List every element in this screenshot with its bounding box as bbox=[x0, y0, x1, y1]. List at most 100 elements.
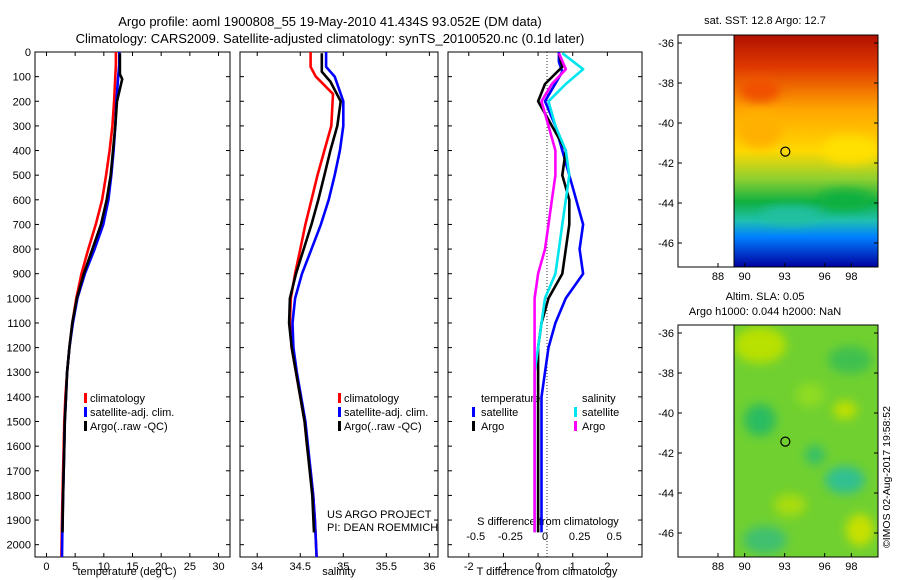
difference-xtick-label: 0 bbox=[535, 561, 541, 573]
depth-tick-label: 700 bbox=[13, 219, 31, 231]
sla-lon-tick-label: 90 bbox=[739, 561, 751, 573]
salinity-xtick-label: 36 bbox=[423, 561, 435, 573]
sla-lat-tick-label: -42 bbox=[658, 448, 674, 460]
temperature-xtick-label: 30 bbox=[212, 561, 224, 573]
sst-map-axes: 88 90 93 96 98 -36 -38 -40 -42 -44 -46 bbox=[658, 38, 878, 283]
header-line1: Argo profile: aoml 1900808_55 19-May-201… bbox=[118, 14, 542, 29]
sst-map-panel: sat. SST: 12.8 Argo: 12.7 bbox=[677, 15, 879, 268]
legend-satellite: satellite-adj. clim. bbox=[90, 407, 174, 419]
sst-lat-tick-label: -36 bbox=[658, 38, 674, 50]
legend-argo: Argo(..raw -QC) bbox=[344, 421, 422, 433]
depth-tick-label: 500 bbox=[13, 170, 31, 182]
legend-title-temperature: temperature bbox=[481, 393, 540, 405]
legend-climatology: climatology bbox=[344, 393, 400, 405]
difference-legend: temperature salinity satellite Argo sate… bbox=[472, 393, 619, 433]
depth-tick-label: 600 bbox=[13, 195, 31, 207]
depth-tick-label: 1300 bbox=[7, 367, 31, 379]
legend-argo: Argo(..raw -QC) bbox=[90, 421, 168, 433]
difference-series-group: -2 -1 0 1 2 -0.5 -0.25 0 0.25 0.5 bbox=[448, 51, 642, 573]
temperature-xtick-label: 15 bbox=[126, 561, 138, 573]
legend-swatch-satellite bbox=[84, 407, 87, 417]
t-difference-xlabel: T difference from climatology bbox=[477, 566, 618, 578]
sla-lat-tick-label: -36 bbox=[658, 328, 674, 340]
temperature-xtick-label: 10 bbox=[98, 561, 110, 573]
legend-title-salinity: salinity bbox=[582, 393, 616, 405]
temperature-xtick-label: 5 bbox=[72, 561, 78, 573]
legend-t-satellite: satellite bbox=[481, 407, 518, 419]
legend-climatology: climatology bbox=[90, 393, 146, 405]
temperature-series-group: 0 5 10 15 20 25 300100200300400500600700800900… bbox=[7, 47, 230, 573]
sla-field bbox=[734, 325, 878, 557]
sst-lat-tick-label: -42 bbox=[658, 158, 674, 170]
s-difference-tick-label: 0.5 bbox=[607, 531, 622, 543]
chart-marks: 0 5 10 15 20 25 300100200300400500600700800900… bbox=[7, 38, 878, 573]
depth-tick-label: 1100 bbox=[7, 318, 31, 330]
s-difference-tick-label: -0.5 bbox=[466, 531, 485, 543]
sst-map-title: sat. SST: 12.8 Argo: 12.7 bbox=[704, 15, 826, 27]
sst-lat-tick-label: -40 bbox=[658, 118, 674, 130]
difference-xtick-label: -1 bbox=[499, 561, 509, 573]
sst-lat-tick-label: -44 bbox=[658, 198, 674, 210]
depth-tick-label: 2000 bbox=[7, 540, 31, 552]
difference-axes-box bbox=[447, 51, 643, 558]
imos-stamp: ©IMOS 02-Aug-2017 19:58:52 bbox=[881, 406, 893, 548]
depth-tick-label: 1400 bbox=[7, 392, 31, 404]
depth-tick-label: 1200 bbox=[7, 343, 31, 355]
sst-lon-tick-label: 93 bbox=[779, 271, 791, 283]
legend-swatch-argo bbox=[84, 421, 87, 431]
header-line2: Climatology: CARS2009. Satellite-adjuste… bbox=[76, 31, 585, 46]
sla-map-subtitle: Argo h1000: 0.044 h2000: NaN bbox=[689, 306, 841, 318]
depth-tick-label: 1800 bbox=[7, 490, 31, 502]
sst-lat-tick-label: -38 bbox=[658, 78, 674, 90]
difference-series-line-0 bbox=[540, 52, 585, 533]
depth-tick-label: 300 bbox=[13, 121, 31, 133]
sla-lat-tick-label: -38 bbox=[658, 368, 674, 380]
s-difference-tick-label: -0.25 bbox=[498, 531, 523, 543]
project-label: US ARGO PROJECT bbox=[327, 509, 432, 521]
legend-swatch-t-satellite bbox=[472, 407, 475, 417]
temperature-legend: climatology satellite-adj. clim. Argo(..… bbox=[84, 393, 174, 433]
difference-xtick-label: 1 bbox=[570, 561, 576, 573]
sla-map-title: Altim. SLA: 0.05 bbox=[726, 291, 805, 303]
difference-xtick-label: -2 bbox=[464, 561, 474, 573]
sst-lon-tick-label: 96 bbox=[819, 271, 831, 283]
salinity-xtick-label: 35.5 bbox=[376, 561, 397, 573]
sst-lon-tick-label: 98 bbox=[845, 271, 857, 283]
sla-lon-tick-label: 98 bbox=[845, 561, 857, 573]
legend-swatch-satellite bbox=[338, 407, 341, 417]
salinity-series-group: 34 34.5 35 35.5 36 bbox=[240, 51, 438, 573]
sla-map-axes: 88 90 93 96 98 -36 -38 -40 -42 -44 -46 bbox=[658, 328, 878, 573]
sla-argo-location-marker bbox=[780, 436, 791, 447]
temperature-xtick-label: 20 bbox=[155, 561, 167, 573]
sst-lon-tick-label: 90 bbox=[739, 271, 751, 283]
depth-tick-label: 900 bbox=[13, 269, 31, 281]
salinity-xtick-label: 35 bbox=[337, 561, 349, 573]
salinity-xlabel: salinity bbox=[322, 566, 356, 578]
depth-tick-label: 400 bbox=[13, 146, 31, 158]
difference-xtick-label: 2 bbox=[604, 561, 610, 573]
temperature-xtick-label: 25 bbox=[184, 561, 196, 573]
legend-t-argo: Argo bbox=[481, 421, 504, 433]
difference-series-line-3 bbox=[533, 52, 568, 533]
salinity-legend: climatology satellite-adj. clim. Argo(..… bbox=[338, 393, 428, 433]
depth-tick-label: 0 bbox=[25, 47, 31, 59]
sla-lon-tick-label: 93 bbox=[779, 561, 791, 573]
s-difference-label: S difference from climatology bbox=[477, 516, 619, 528]
salinity-axes-box bbox=[239, 51, 439, 558]
s-difference-tick-label: 0.25 bbox=[569, 531, 590, 543]
legend-s-satellite: satellite bbox=[582, 407, 619, 419]
sla-lat-tick-label: -46 bbox=[658, 528, 674, 540]
legend-swatch-climatology bbox=[84, 393, 87, 403]
sst-argo-location-marker bbox=[780, 146, 791, 157]
legend-swatch-s-argo bbox=[574, 421, 577, 431]
legend-satellite: satellite-adj. clim. bbox=[344, 407, 428, 419]
temperature-xtick-label: 0 bbox=[43, 561, 49, 573]
legend-s-argo: Argo bbox=[582, 421, 605, 433]
depth-tick-label: 100 bbox=[13, 72, 31, 84]
difference-series-line-1 bbox=[536, 52, 571, 533]
sst-field bbox=[734, 35, 878, 267]
depth-tick-label: 1700 bbox=[7, 466, 31, 478]
depth-tick-label: 200 bbox=[13, 96, 31, 108]
sla-lat-tick-label: -40 bbox=[658, 408, 674, 420]
